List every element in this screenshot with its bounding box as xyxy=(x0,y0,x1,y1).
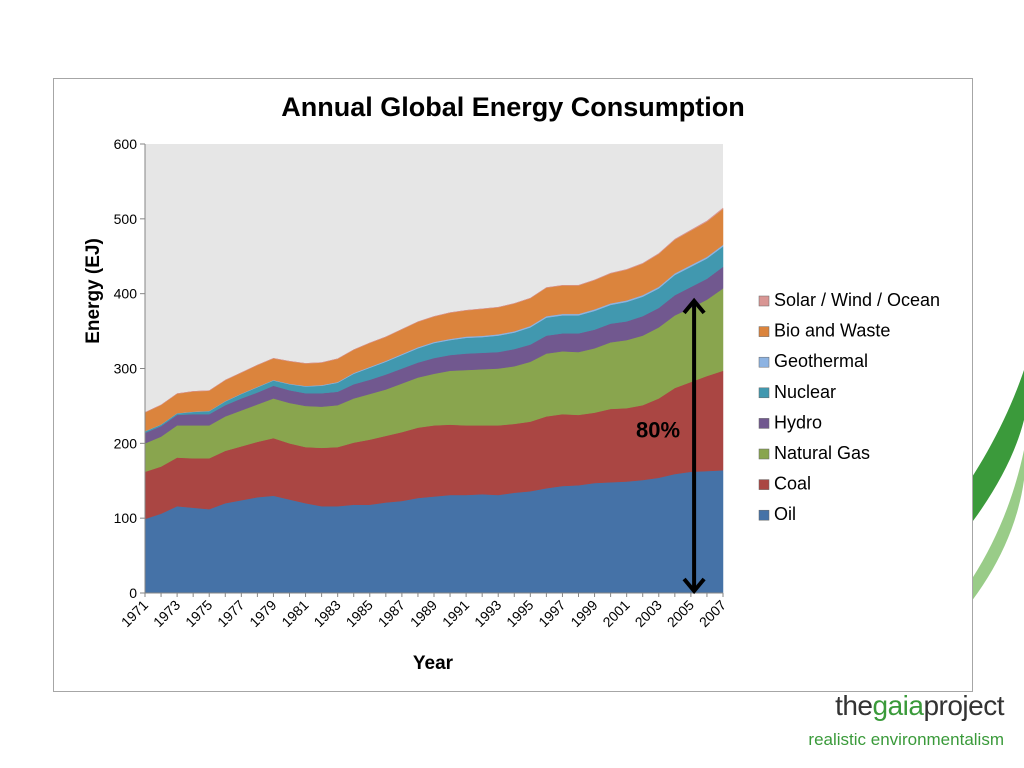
x-tick-label: 1985 xyxy=(343,597,376,630)
legend-label: Oil xyxy=(774,504,796,524)
annotation-arrowhead-down xyxy=(682,577,706,595)
x-tick-label: 1989 xyxy=(407,597,440,630)
legend-label: Hydro xyxy=(774,412,822,432)
y-axis-label: Energy (EJ) xyxy=(83,238,104,344)
x-tick-label: 1975 xyxy=(182,597,215,630)
x-tick-label: 1997 xyxy=(535,597,568,630)
legend-label: Natural Gas xyxy=(774,443,870,463)
x-tick-label: 1995 xyxy=(503,597,536,630)
brand-name-part3: project xyxy=(923,690,1004,721)
x-tick-label: 1993 xyxy=(471,597,504,630)
x-tick-label: 2007 xyxy=(696,597,729,630)
x-tick-label: 2001 xyxy=(599,597,632,630)
legend-label: Coal xyxy=(774,474,811,494)
x-tick-label: 1977 xyxy=(214,597,247,630)
y-tick-label: 200 xyxy=(114,435,138,451)
brand-name-part2: gaia xyxy=(872,690,924,721)
annotation-arrowhead-up xyxy=(682,297,706,315)
brand-name-part1: the xyxy=(835,690,873,721)
x-tick-label: 1973 xyxy=(150,597,183,630)
y-tick-label: 100 xyxy=(114,510,138,526)
legend-swatch xyxy=(758,387,770,399)
y-tick-label: 300 xyxy=(114,361,138,377)
x-tick-label: 1971 xyxy=(118,597,151,630)
plot-area xyxy=(144,144,724,594)
x-tick-label: 2005 xyxy=(664,597,697,630)
brand-logo: thegaiaproject realistic environmentalis… xyxy=(808,690,1004,750)
chart-frame: Annual Global Energy Consumption 0 100 200… xyxy=(53,78,973,692)
annotation-label: 80% xyxy=(636,417,680,442)
legend-swatch xyxy=(758,479,770,490)
legend-swatch xyxy=(758,509,770,521)
legend-label: Bio and Waste xyxy=(774,321,890,341)
legend-swatch xyxy=(758,448,770,460)
chart: Annual Global Energy Consumption 0 100 200… xyxy=(83,92,940,674)
y-tick-label: 0 xyxy=(129,585,137,601)
legend-swatch xyxy=(758,326,770,337)
legend-swatch xyxy=(758,418,770,429)
y-tick-label: 600 xyxy=(114,136,138,152)
x-tick-label: 2003 xyxy=(632,597,665,630)
x-tick-label: 1991 xyxy=(439,597,472,630)
legend-label: Nuclear xyxy=(774,382,836,402)
chart-title: Annual Global Energy Consumption xyxy=(281,92,745,122)
legend-label: Solar / Wind / Ocean xyxy=(774,290,940,310)
legend-label: Geothermal xyxy=(774,351,868,371)
x-tick-label: 1987 xyxy=(375,597,408,630)
legend-swatch xyxy=(758,295,770,307)
legend: Solar / Wind / Ocean Bio and Waste Geother… xyxy=(758,290,940,524)
area-solar-wind-ocean xyxy=(144,207,724,413)
x-tick-label: 1983 xyxy=(310,597,343,630)
brand-name: thegaiaproject xyxy=(808,690,1004,722)
x-axis-label: Year xyxy=(413,653,454,674)
x-tick-label: 1979 xyxy=(246,597,279,630)
brand-tagline: realistic environmentalism xyxy=(808,730,1004,749)
y-tick-label: 400 xyxy=(114,286,138,302)
x-tick-label: 1999 xyxy=(567,597,600,630)
annotation: 80% xyxy=(636,297,706,595)
legend-swatch xyxy=(758,356,770,368)
x-tick-label: 1981 xyxy=(278,597,311,630)
y-tick-label: 500 xyxy=(114,211,138,227)
